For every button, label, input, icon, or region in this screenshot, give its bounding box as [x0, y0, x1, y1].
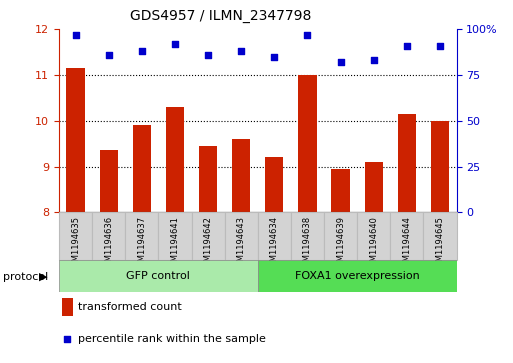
Bar — [398, 114, 416, 212]
Bar — [59, 212, 92, 260]
Bar — [390, 212, 423, 260]
Point — [436, 42, 444, 48]
Text: GSM1194642: GSM1194642 — [204, 216, 212, 272]
Bar — [225, 212, 258, 260]
Bar — [232, 139, 250, 212]
Text: GSM1194634: GSM1194634 — [270, 216, 279, 272]
Text: GDS4957 / ILMN_2347798: GDS4957 / ILMN_2347798 — [130, 9, 311, 23]
Point — [137, 48, 146, 54]
Text: FOXA1 overexpression: FOXA1 overexpression — [295, 271, 420, 281]
Text: GSM1194636: GSM1194636 — [104, 216, 113, 272]
Bar — [191, 212, 225, 260]
Text: GSM1194644: GSM1194644 — [402, 216, 411, 272]
Point — [303, 32, 311, 37]
Text: percentile rank within the sample: percentile rank within the sample — [78, 334, 266, 344]
Bar — [166, 107, 184, 212]
Bar — [199, 146, 217, 212]
Text: ▶: ▶ — [39, 272, 48, 282]
Bar — [67, 68, 85, 212]
Bar — [299, 75, 317, 212]
Text: GSM1194635: GSM1194635 — [71, 216, 80, 272]
Bar — [357, 212, 390, 260]
Bar — [291, 212, 324, 260]
Bar — [324, 212, 357, 260]
Bar — [258, 212, 291, 260]
Bar — [265, 158, 284, 212]
Point — [237, 48, 245, 54]
Text: GFP control: GFP control — [126, 271, 190, 281]
Bar — [423, 212, 457, 260]
Point — [204, 52, 212, 58]
Point — [403, 42, 411, 48]
Bar — [92, 212, 125, 260]
Point — [370, 57, 378, 63]
Text: protocol: protocol — [3, 272, 48, 282]
Bar — [431, 121, 449, 212]
Bar — [59, 260, 258, 292]
Text: transformed count: transformed count — [78, 302, 182, 312]
Bar — [133, 125, 151, 212]
Text: GSM1194645: GSM1194645 — [436, 216, 444, 272]
Point — [105, 52, 113, 58]
Text: GSM1194640: GSM1194640 — [369, 216, 378, 272]
Point — [63, 337, 71, 342]
Text: GSM1194643: GSM1194643 — [236, 216, 246, 272]
Point — [171, 41, 179, 46]
Text: GSM1194639: GSM1194639 — [336, 216, 345, 272]
Bar — [159, 212, 191, 260]
Point — [270, 54, 279, 60]
Bar — [331, 169, 350, 212]
Text: GSM1194641: GSM1194641 — [170, 216, 180, 272]
Bar — [258, 260, 457, 292]
Text: GSM1194637: GSM1194637 — [137, 216, 146, 272]
Point — [71, 32, 80, 37]
Point — [337, 59, 345, 65]
Bar — [365, 162, 383, 212]
Bar — [125, 212, 159, 260]
Bar — [100, 151, 118, 212]
Text: GSM1194638: GSM1194638 — [303, 216, 312, 272]
